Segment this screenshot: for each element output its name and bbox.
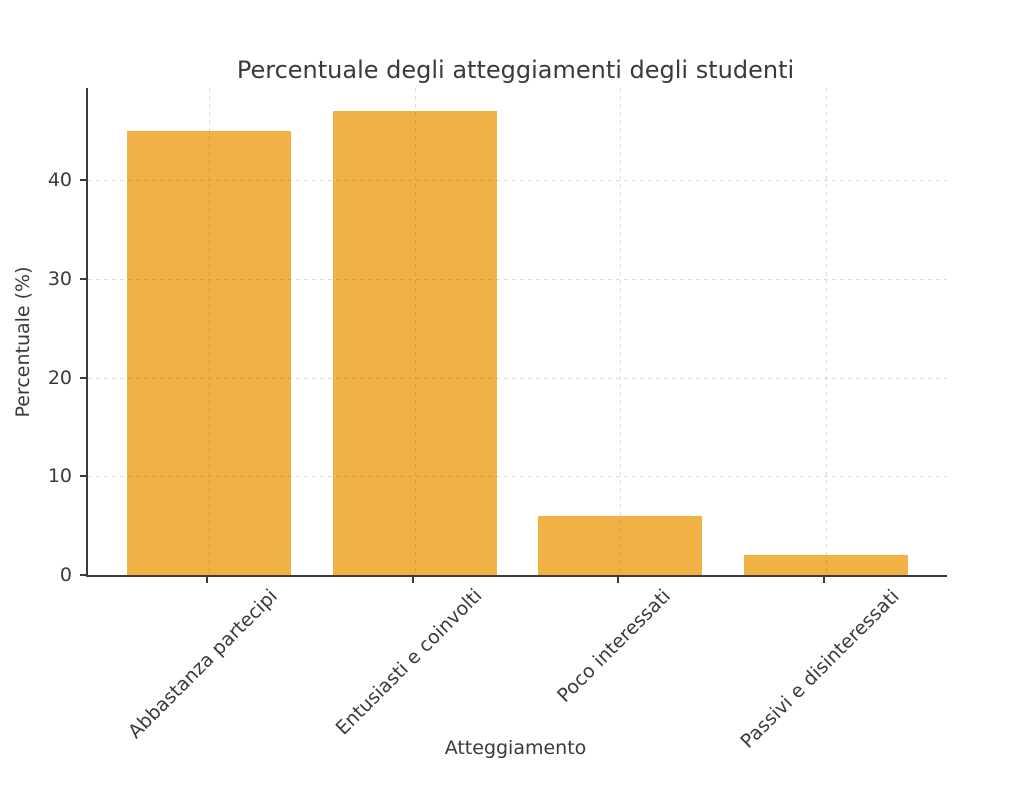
y-tick-mark bbox=[80, 574, 86, 576]
x-tick-mark bbox=[822, 577, 825, 583]
x-tick-label: Poco interessati bbox=[553, 584, 676, 707]
h-gridline bbox=[88, 180, 947, 182]
h-gridline bbox=[88, 278, 947, 280]
y-tick-mark bbox=[80, 277, 86, 280]
y-tick-label: 20 bbox=[47, 366, 72, 389]
bar-3 bbox=[743, 555, 908, 575]
y-tick-mark bbox=[80, 475, 86, 478]
x-tick-label: Abbastanza partecipi bbox=[124, 584, 283, 743]
x-tick-mark bbox=[617, 577, 620, 583]
bar-2 bbox=[538, 515, 703, 575]
y-tick-label: 40 bbox=[47, 169, 72, 192]
bar-1 bbox=[332, 111, 497, 575]
v-gridline bbox=[620, 88, 622, 575]
y-tick-label: 30 bbox=[47, 267, 72, 290]
bar-0 bbox=[127, 130, 292, 575]
x-tick-mark bbox=[411, 577, 414, 583]
y-tick-mark bbox=[80, 376, 86, 379]
x-tick-label: Passivi e disinteressati bbox=[736, 585, 904, 753]
x-axis-label: Atteggiamento bbox=[444, 737, 587, 759]
h-gridline bbox=[88, 476, 947, 478]
plot-area bbox=[86, 88, 947, 577]
h-gridline bbox=[88, 377, 947, 379]
y-tick-label: 0 bbox=[59, 564, 72, 586]
v-gridline bbox=[825, 88, 827, 575]
chart-title: Percentuale degli atteggiamenti degli st… bbox=[236, 56, 795, 84]
y-tick-label: 10 bbox=[47, 465, 72, 488]
y-tick-mark bbox=[80, 179, 86, 182]
v-gridline bbox=[414, 88, 416, 575]
x-tick-mark bbox=[206, 577, 209, 583]
y-axis-label: Percentuale (%) bbox=[12, 266, 34, 418]
v-gridline bbox=[209, 88, 211, 575]
x-tick-label: Entusiasti e coinvolti bbox=[331, 584, 487, 740]
